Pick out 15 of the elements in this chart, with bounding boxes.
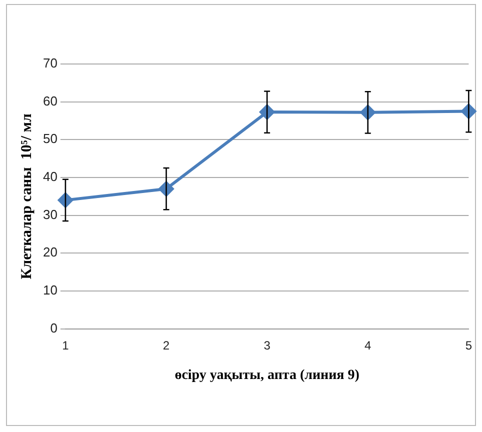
x-tick-label: 4	[364, 338, 372, 352]
y-tick-label: 50	[42, 131, 58, 146]
x-axis-title: өсіру уақыты, апта (линия 9)	[174, 368, 360, 384]
y-tick-label: 0	[50, 320, 58, 336]
x-tick-label: 2	[162, 338, 170, 352]
y-axis-title: Клеткалар саны 10⁵/ мл	[18, 113, 35, 280]
x-tick-label: 3	[264, 338, 271, 352]
y-tick-label: 30	[42, 206, 58, 222]
x-tick-label: 5	[465, 338, 472, 352]
y-tick-label: 20	[42, 244, 58, 260]
x-tick-label: 1	[62, 338, 70, 352]
y-tick-label: 60	[42, 93, 58, 108]
y-tick-label: 40	[42, 169, 58, 184]
y-tick-label: 70	[42, 56, 58, 71]
y-tick-label: 10	[42, 282, 58, 298]
